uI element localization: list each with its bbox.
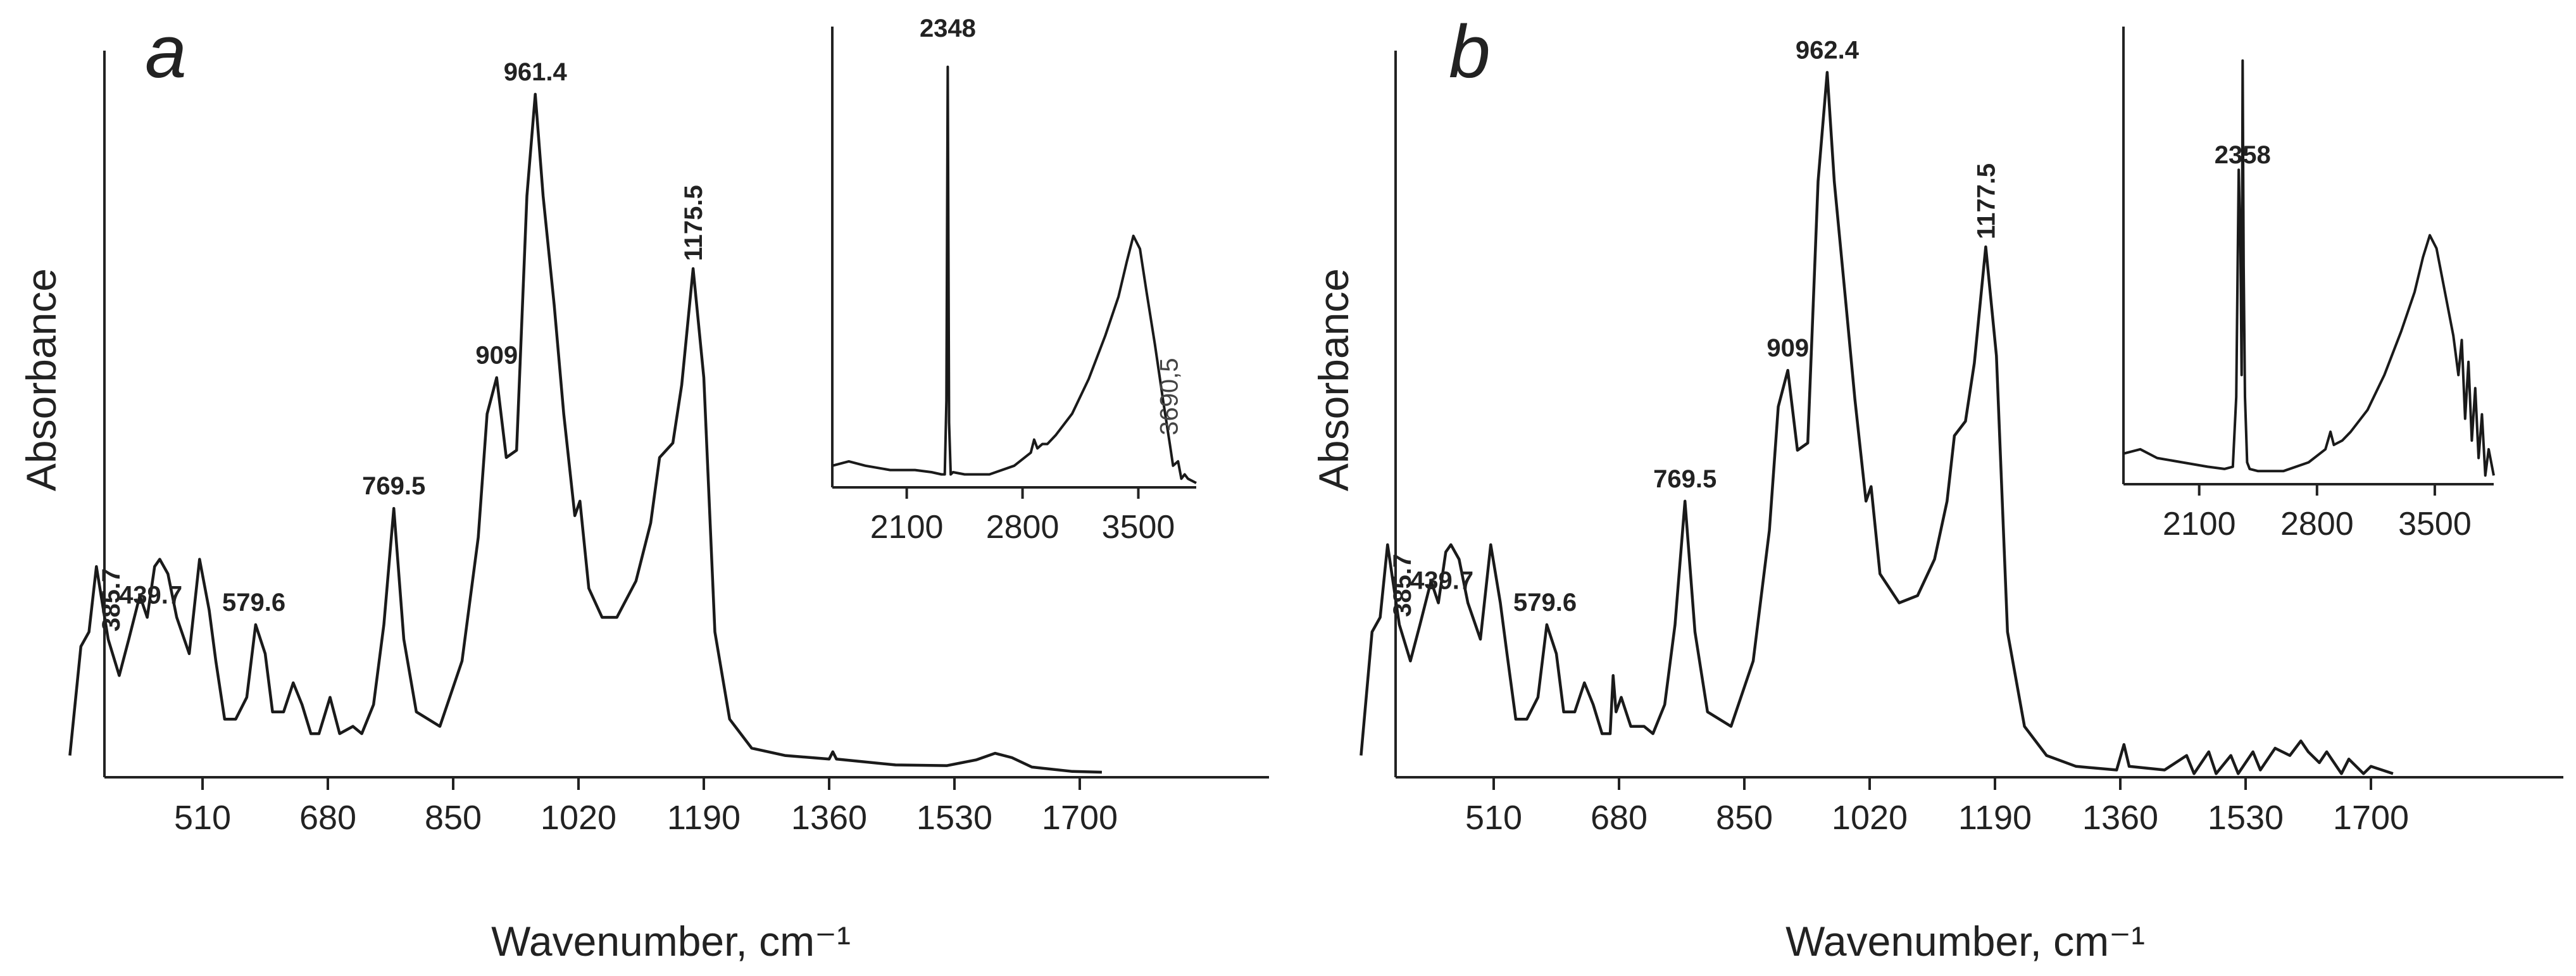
x-tick-label: 1530 xyxy=(916,799,992,837)
x-tick-label: 1190 xyxy=(1958,799,2032,837)
inset-spectrum-line-a xyxy=(832,65,1197,484)
inset-x-tick-label: 3500 xyxy=(1102,509,1175,546)
x-tick-label: 680 xyxy=(299,799,356,837)
x-tick-label: 510 xyxy=(1465,799,1522,837)
peak-label: 909 xyxy=(475,342,518,370)
x-axis-title-b: Wavenumber, cm⁻¹ xyxy=(1785,918,2145,965)
x-tick-label: 1020 xyxy=(1832,799,1908,837)
x-ticks-a: 510 680 850 1020 1190 1360 1530 1700 xyxy=(174,777,1118,837)
x-ticks-b: 510 680 850 1020 1190 1360 1530 1700 xyxy=(1465,777,2409,837)
inset-b: 2100 2800 3500 2358 xyxy=(2122,27,2495,542)
panel-label-a: a xyxy=(145,10,187,94)
inset-a: 2100 2800 3500 2348 3690,5 xyxy=(831,15,1197,546)
x-axis-title-a: Wavenumber, cm⁻¹ xyxy=(491,918,851,965)
y-axis-title-a: Absorbance xyxy=(18,268,65,491)
inset-x-tick-label: 3500 xyxy=(2398,506,2472,542)
peak-label: 1175.5 xyxy=(680,185,708,261)
x-tick-label: 510 xyxy=(174,799,231,837)
x-tick-label: 1700 xyxy=(2333,799,2409,837)
inset-peak-label-a: 2348 xyxy=(920,15,976,42)
x-tick-label: 680 xyxy=(1591,799,1648,837)
peak-label: 385.7 xyxy=(97,568,125,632)
inset-x-tick-label: 2800 xyxy=(2280,506,2354,542)
peak-label: 909 xyxy=(1766,334,1809,362)
x-tick-label: 1020 xyxy=(541,799,616,837)
peak-label: 1177.5 xyxy=(1972,163,2000,239)
spectrum-line-b xyxy=(1360,71,2394,775)
x-tick-label: 850 xyxy=(1716,799,1773,837)
inset-x-ticks-a: 2100 2800 3500 xyxy=(870,487,1175,546)
inset-peak-label-b: 2358 xyxy=(2215,141,2271,169)
inset-spectrum-line-b xyxy=(2123,59,2495,477)
x-tick-label: 1700 xyxy=(1042,799,1118,837)
y-axis-title-b: Absorbance xyxy=(1310,268,1357,491)
peak-label: 961.4 xyxy=(504,58,568,86)
inset-x-tick-label: 2100 xyxy=(2163,506,2236,542)
x-tick-label: 1530 xyxy=(2208,799,2284,837)
peak-label: 579.6 xyxy=(222,589,285,616)
peak-label: 579.6 xyxy=(1513,589,1577,616)
peak-label: 439.7 xyxy=(119,581,182,609)
x-tick-label: 850 xyxy=(425,799,482,837)
peak-label: 439.7 xyxy=(1410,566,1473,594)
panel-a: Absorbance a 510 680 850 1020 1190 1360 1530 17… xyxy=(18,10,1269,965)
panel-label-b: b xyxy=(1449,10,1491,94)
peak-label: 769.5 xyxy=(362,472,425,500)
inset-note-label-a: 3690,5 xyxy=(1155,358,1183,435)
peak-label: 385.7 xyxy=(1389,554,1416,617)
x-tick-label: 1190 xyxy=(667,799,741,837)
peak-label: 962.4 xyxy=(1796,36,1860,64)
peak-label: 769.5 xyxy=(1653,465,1716,493)
inset-x-ticks-b: 2100 2800 3500 xyxy=(2163,484,2472,542)
spectrum-line-a xyxy=(68,92,1102,774)
inset-x-tick-label: 2800 xyxy=(986,509,1060,546)
x-tick-label: 1360 xyxy=(791,799,867,837)
inset-x-tick-label: 2100 xyxy=(870,509,944,546)
x-tick-label: 1360 xyxy=(2082,799,2158,837)
panel-b: Absorbance b 510 680 850 1020 1190 1360 1530 17… xyxy=(1310,10,2563,965)
